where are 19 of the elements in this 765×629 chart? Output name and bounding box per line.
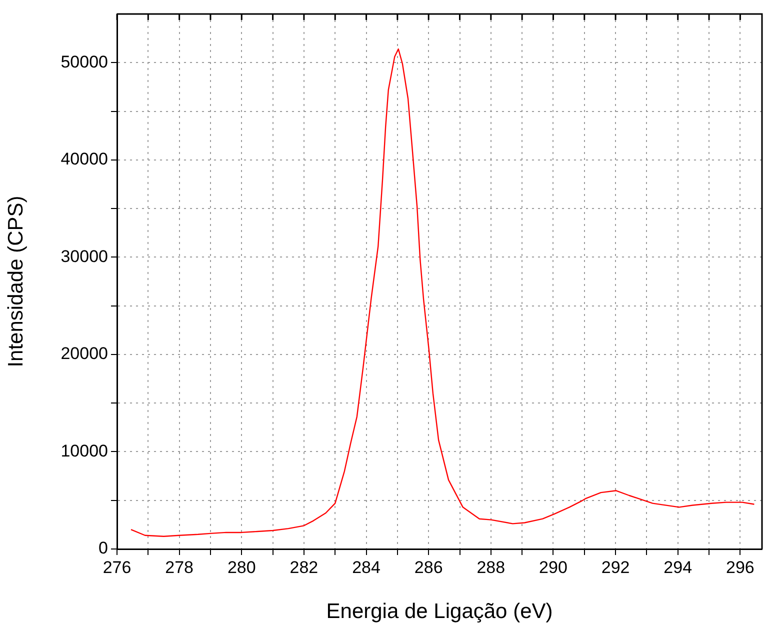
y-tick-label: 50000 (60, 52, 108, 72)
x-tick-label: 292 (601, 558, 630, 577)
x-tick-label: 278 (165, 558, 194, 577)
x-tick-label: 286 (414, 558, 443, 577)
x-tick-label: 296 (726, 558, 754, 577)
x-tick-label: 282 (290, 558, 318, 577)
x-tick-label: 288 (476, 558, 506, 577)
y-tick-label: 40000 (60, 150, 108, 169)
x-tick-label: 276 (102, 558, 132, 577)
x-tick-label: 294 (664, 558, 692, 577)
y-axis-title: Intensidade (CPS) (4, 196, 28, 368)
x-tick-label: 280 (227, 558, 256, 577)
x-axis-title: Energia de Ligação (eV) (326, 600, 553, 624)
y-tick-label: 20000 (60, 344, 108, 364)
y-tick-label: 30000 (60, 246, 108, 266)
y-tick-label: 10000 (60, 441, 108, 460)
x-tick-label: 284 (352, 558, 380, 577)
x-tick-label: 290 (539, 558, 568, 577)
y-tick-label: 0 (98, 538, 108, 558)
